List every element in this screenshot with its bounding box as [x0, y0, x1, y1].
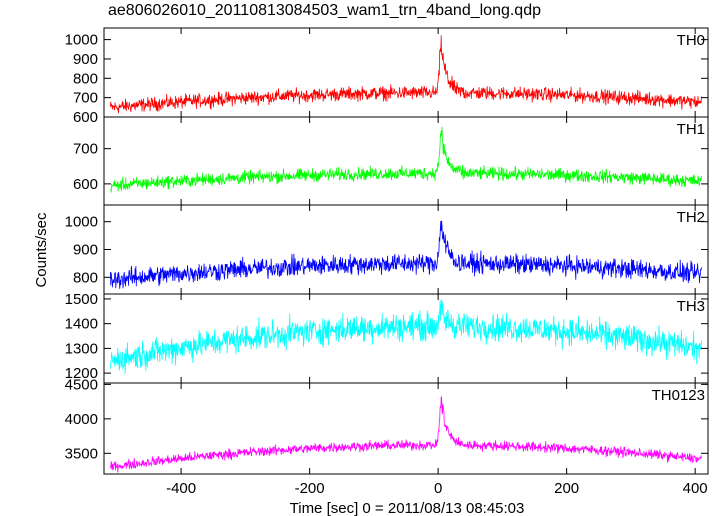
y-tick-label: 4500 [65, 376, 98, 393]
x-tick-label: -200 [295, 480, 325, 497]
y-tick-label: 700 [73, 141, 98, 158]
y-tick-label: 1200 [65, 365, 98, 382]
y-tick-label: 900 [73, 242, 98, 259]
panel-label: TH3 [677, 298, 705, 315]
y-tick-label: 800 [73, 70, 98, 87]
y-tick-label: 1400 [65, 316, 98, 333]
x-tick-label: -400 [166, 480, 196, 497]
panel-frame [103, 382, 709, 475]
panel-label: TH2 [677, 209, 705, 226]
x-tick-label: 0 [434, 480, 442, 497]
series-line-th3 [110, 299, 702, 375]
panel-th2: 800 900 1000 TH2 [65, 204, 709, 295]
panel-frame [103, 116, 709, 206]
panel-frame [103, 27, 709, 118]
x-axis-label: Time [sec] 0 = 2011/08/13 08:45:03 [290, 500, 525, 516]
y-tick-label: 600 [73, 109, 98, 126]
x-tick-label: 400 [683, 480, 708, 497]
x-tick-label: 200 [554, 480, 579, 497]
y-tick-label: 1000 [65, 214, 98, 231]
series-line-th0 [110, 35, 702, 114]
y-tick-label: 1000 [65, 32, 98, 49]
y-tick-label: 1500 [65, 291, 98, 308]
series-line-th1 [110, 126, 702, 193]
series-line-th2 [110, 220, 702, 289]
panel-label: TH1 [677, 121, 705, 138]
panel-label: TH0 [677, 32, 705, 49]
y-tick-label: 900 [73, 51, 98, 68]
y-tick-label: 600 [73, 176, 98, 193]
panel-th0123: 3500 4000 4500 TH0123 [65, 376, 709, 475]
panel-label: TH0123 [652, 387, 705, 404]
panel-th3: 1200 1300 1400 1500 TH3 [65, 291, 709, 384]
y-tick-label: 700 [73, 90, 98, 107]
panel-th1: 600 700 TH1 [73, 116, 709, 206]
y-tick-label: 1300 [65, 340, 98, 357]
y-axis-label: Counts/sec [33, 212, 50, 288]
series-line-th0123 [110, 396, 702, 473]
y-tick-label: 3500 [65, 445, 98, 462]
y-tick-label: 800 [73, 269, 98, 286]
panel-th0: 600 700 800 900 1000 TH0 [65, 27, 709, 126]
y-tick-label: 4000 [65, 411, 98, 428]
chart-title: ae806026010_20110813084503_wam1_trn_4ban… [108, 2, 541, 19]
